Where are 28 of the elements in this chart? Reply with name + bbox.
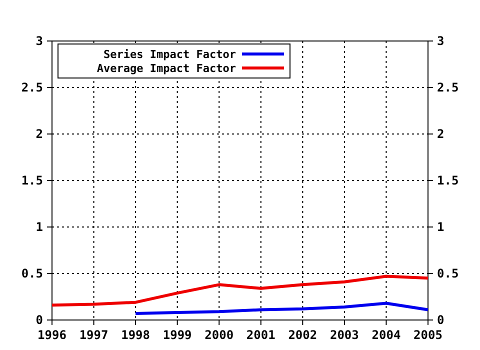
y2-tick-label: 0 [437, 313, 444, 327]
y-tick-label: 2 [36, 127, 43, 141]
x-tick-label: 1998 [121, 328, 150, 342]
y-tick-label: 2.5 [21, 80, 43, 94]
x-tick-label: 1997 [79, 328, 108, 342]
y2-tick-label: 0.5 [437, 266, 459, 280]
legend-label: Average Impact Factor [96, 62, 236, 75]
y-tick-label: 1.5 [21, 174, 43, 188]
y2-tick-label: 3 [437, 34, 444, 48]
x-tick-label: 2004 [372, 328, 401, 342]
x-tick-label: 2005 [414, 328, 442, 342]
line-series [50, 274, 430, 307]
y2-tick-label: 2 [437, 127, 444, 141]
x-tick-label: 2001 [246, 328, 276, 342]
x-tick-label: 2003 [330, 328, 359, 342]
y-tick-label: 0 [36, 313, 43, 327]
line-series [134, 302, 430, 315]
x-tick-label: 2002 [288, 328, 318, 342]
x-tick-label: 2000 [204, 328, 234, 342]
x-tick-label: 1996 [38, 328, 66, 342]
y2-tick-label: 1 [437, 220, 444, 234]
x-tick-label: 1999 [162, 328, 192, 342]
y-tick-label: 1 [36, 220, 43, 234]
legend-label: Series Impact Factor [104, 48, 236, 61]
y-tick-label: 3 [36, 34, 43, 48]
y2-tick-label: 2.5 [437, 80, 459, 94]
y-tick-label: 0.5 [21, 266, 43, 280]
y2-tick-label: 1.5 [437, 174, 459, 188]
